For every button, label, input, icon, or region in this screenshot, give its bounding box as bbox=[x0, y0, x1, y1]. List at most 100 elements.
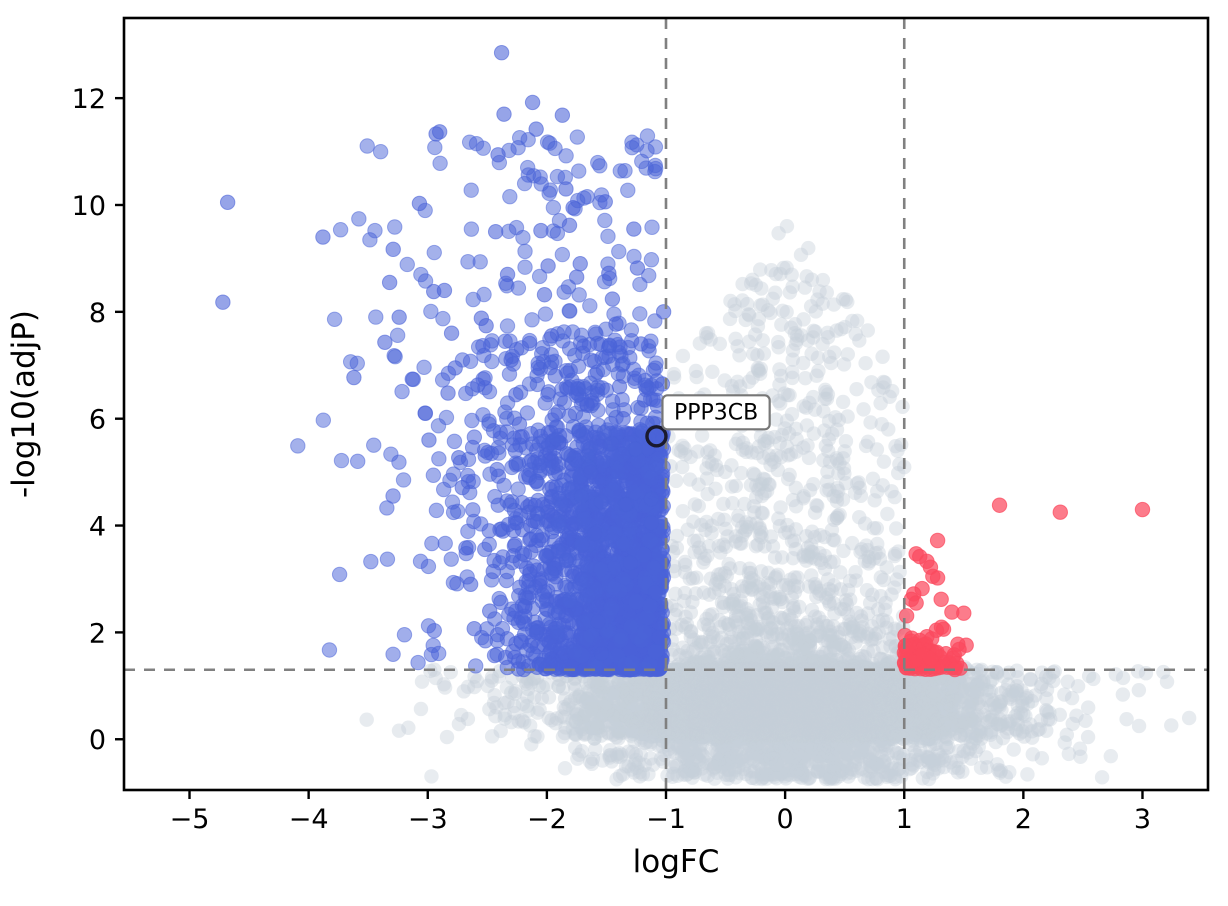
scatter-point bbox=[889, 572, 905, 587]
scatter-point bbox=[954, 682, 970, 697]
scatter-point bbox=[816, 404, 831, 419]
scatter-point bbox=[808, 579, 824, 594]
scatter-point bbox=[783, 447, 799, 462]
scatter-point bbox=[766, 591, 782, 607]
scatter-point bbox=[697, 655, 712, 670]
scatter-point bbox=[724, 479, 740, 494]
scatter-point bbox=[484, 673, 499, 689]
scatter-point bbox=[833, 565, 848, 580]
scatter-point bbox=[866, 551, 882, 566]
scatter-point bbox=[1115, 687, 1131, 702]
scatter-point bbox=[678, 670, 694, 685]
scatter-point bbox=[729, 707, 744, 722]
scatter-point bbox=[728, 303, 743, 319]
scatter-point bbox=[831, 674, 846, 690]
scatter-point bbox=[1131, 718, 1147, 734]
scatter-point bbox=[734, 694, 750, 710]
scatter-point bbox=[739, 728, 755, 743]
scatter-point bbox=[719, 671, 735, 687]
scatter-point bbox=[794, 661, 809, 677]
scatter-point bbox=[830, 680, 845, 695]
scatter-point bbox=[771, 226, 786, 241]
scatter-point bbox=[617, 708, 632, 723]
scatter-point bbox=[730, 339, 745, 354]
scatter-point bbox=[844, 721, 860, 737]
scatter-point bbox=[698, 692, 713, 708]
scatter-point bbox=[750, 362, 766, 378]
scatter-point bbox=[819, 713, 834, 729]
scatter-point bbox=[670, 691, 685, 706]
scatter-point bbox=[876, 454, 892, 469]
scatter-point bbox=[751, 690, 767, 705]
scatter-point bbox=[797, 724, 812, 739]
scatter-point bbox=[678, 557, 693, 573]
scatter-point bbox=[769, 448, 784, 463]
scatter-point bbox=[1156, 664, 1171, 680]
scatter-point bbox=[807, 402, 823, 417]
scatter-point bbox=[682, 717, 697, 732]
scatter-point bbox=[732, 536, 748, 551]
scatter-point bbox=[668, 473, 684, 489]
scatter-point bbox=[797, 280, 813, 295]
scatter-point bbox=[838, 433, 854, 449]
scatter-point bbox=[785, 343, 801, 358]
scatter-point bbox=[845, 714, 860, 729]
scatter-point bbox=[703, 690, 718, 706]
scatter-point bbox=[774, 550, 790, 565]
scatter-point bbox=[810, 628, 825, 643]
scatter-point bbox=[746, 572, 761, 588]
scatter-point bbox=[727, 719, 743, 734]
scatter-point bbox=[736, 646, 752, 662]
scatter-point bbox=[771, 511, 786, 526]
scatter-point bbox=[796, 647, 811, 663]
scatter-point bbox=[895, 399, 910, 415]
scatter-point bbox=[675, 640, 690, 655]
scatter-point bbox=[917, 688, 932, 703]
scatter-point bbox=[877, 602, 893, 618]
scatter-point bbox=[717, 691, 732, 707]
scatter-point bbox=[849, 313, 865, 328]
scatter-point bbox=[751, 641, 766, 656]
scatter-point bbox=[812, 284, 827, 299]
scatter-point bbox=[809, 711, 824, 726]
scatter-point bbox=[644, 693, 659, 708]
scatter-point bbox=[735, 528, 750, 543]
scatter-point bbox=[671, 695, 687, 710]
scatter-point bbox=[1001, 688, 1016, 703]
scatter-point bbox=[787, 714, 803, 729]
scatter-point bbox=[891, 701, 907, 717]
scatter-point bbox=[439, 729, 455, 745]
scatter-point bbox=[745, 702, 760, 717]
scatter-points-layer bbox=[215, 45, 1197, 787]
scatter-point bbox=[681, 728, 696, 744]
scatter-point bbox=[874, 681, 889, 697]
scatter-point bbox=[679, 719, 694, 735]
scatter-point bbox=[702, 608, 717, 623]
scatter-point bbox=[802, 679, 817, 695]
scatter-point bbox=[785, 708, 800, 723]
scatter-point bbox=[807, 716, 822, 732]
scatter-point bbox=[784, 267, 799, 282]
scatter-point bbox=[774, 688, 789, 703]
scatter-point bbox=[837, 602, 852, 617]
scatter-point bbox=[873, 730, 889, 746]
scatter-point bbox=[739, 601, 754, 617]
scatter-point bbox=[837, 675, 852, 691]
scatter-point bbox=[807, 551, 823, 566]
scatter-point bbox=[861, 707, 877, 723]
scatter-point bbox=[726, 706, 742, 721]
scatter-point bbox=[762, 699, 777, 715]
scatter-point bbox=[810, 674, 825, 689]
scatter-point bbox=[863, 415, 878, 430]
scatter-point bbox=[600, 725, 616, 740]
scatter-point bbox=[835, 394, 851, 410]
scatter-point bbox=[1039, 682, 1055, 698]
scatter-point bbox=[973, 724, 988, 740]
scatter-point bbox=[687, 677, 703, 693]
scatter-point bbox=[832, 456, 847, 471]
scatter-point bbox=[786, 723, 801, 738]
scatter-point bbox=[836, 714, 852, 729]
scatter-point bbox=[669, 528, 685, 544]
scatter-point bbox=[810, 498, 825, 514]
scatter-point bbox=[717, 464, 733, 480]
